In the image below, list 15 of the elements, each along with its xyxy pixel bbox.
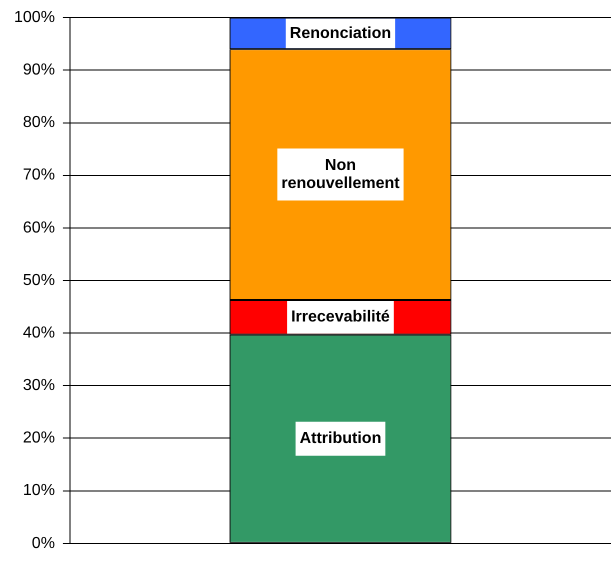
series-label: Renonciation (290, 24, 392, 42)
y-tick-label: 10% (22, 482, 55, 500)
y-tick-label: 0% (32, 534, 55, 552)
series-label: Irrecevabilité (291, 308, 390, 326)
y-tick-label: 50% (22, 272, 55, 289)
y-tick-label: 20% (22, 430, 55, 447)
y-tick-label: 70% (22, 166, 55, 184)
y-tick-label: 100% (14, 9, 55, 26)
y-tick-label: 30% (22, 377, 55, 394)
y-tick-label: 90% (22, 62, 55, 79)
y-tick-label: 80% (22, 114, 55, 132)
series-label: Non renouvellement (281, 156, 400, 192)
series-label: Attribution (300, 430, 382, 448)
y-tick-label: 40% (22, 324, 55, 342)
y-tick-label: 60% (22, 219, 55, 236)
